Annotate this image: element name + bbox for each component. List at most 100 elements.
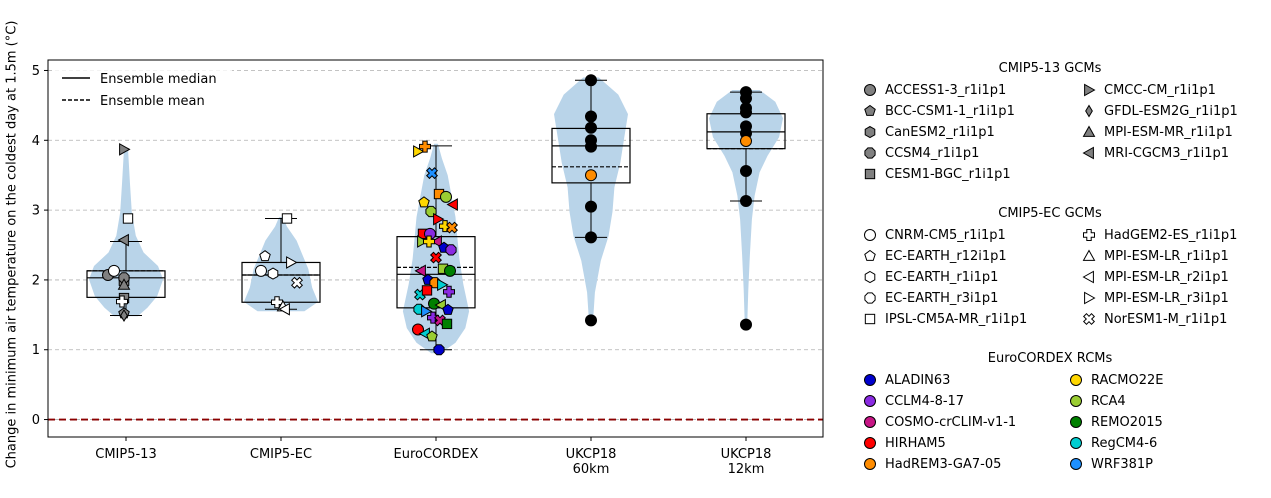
x-marker-icon bbox=[1082, 312, 1096, 326]
data-point bbox=[426, 330, 438, 342]
triangle-left-marker-icon bbox=[1082, 146, 1094, 160]
legend-item-label: MPI-ESM-LR_r1i1p1 bbox=[1104, 248, 1229, 264]
circle-marker-icon bbox=[864, 84, 876, 96]
triangle-right-marker-icon bbox=[1084, 83, 1096, 97]
data-point bbox=[281, 213, 293, 224]
circle-marker-icon bbox=[864, 374, 876, 386]
data-point bbox=[255, 264, 267, 277]
hexagon-marker-icon bbox=[864, 125, 876, 139]
legend-item-label: CCSM4_r1i1p1 bbox=[885, 145, 980, 161]
data-point bbox=[116, 295, 128, 308]
x-tick-label: UKCP18 bbox=[721, 447, 772, 462]
data-point bbox=[445, 221, 459, 234]
data-point bbox=[433, 344, 445, 356]
legend-title-eurocordex: EuroCORDEX RCMs bbox=[987, 351, 1113, 366]
violin-cmip5-13 bbox=[89, 148, 164, 317]
legend-item: HadGEM2-ES_r1i1p1 bbox=[1082, 226, 1237, 244]
legend-item-label: WRF381P bbox=[1091, 456, 1154, 472]
data-point bbox=[585, 169, 597, 182]
data-point bbox=[423, 235, 435, 248]
legend-title-cmip5-13: CMIP5-13 GCMs bbox=[998, 61, 1102, 76]
pentagon-marker-icon bbox=[864, 249, 876, 261]
data-points bbox=[102, 74, 752, 356]
x-tick-label: UKCP18 bbox=[566, 447, 617, 462]
x-tick-label: 60km bbox=[573, 462, 610, 477]
x-tick-label: EuroCORDEX bbox=[394, 447, 479, 462]
data-point bbox=[425, 167, 439, 180]
legend-item-label: MRI-CGCM3_r1i1p1 bbox=[1104, 145, 1230, 161]
legend-item: MPI-ESM-LR_r2i1p1 bbox=[1082, 268, 1229, 286]
triangle-up-marker-icon bbox=[1082, 249, 1096, 261]
data-point bbox=[437, 278, 449, 292]
legend-item: MRI-CGCM3_r1i1p1 bbox=[1082, 144, 1229, 162]
data-point bbox=[267, 267, 279, 280]
legend-item: CNRM-CM5_r1i1p1 bbox=[863, 226, 1006, 244]
legend-item: EC-EARTH_r12i1p1 bbox=[863, 247, 1007, 265]
data-point bbox=[259, 250, 271, 262]
legend-item-label: RACMO22E bbox=[1091, 372, 1164, 388]
legend-item: REMO2015 bbox=[1069, 413, 1163, 431]
data-point bbox=[585, 121, 597, 134]
legend-item-label: ALADIN63 bbox=[885, 372, 951, 388]
data-point bbox=[445, 244, 457, 256]
plus-marker-icon bbox=[1083, 229, 1095, 241]
data-point bbox=[442, 303, 454, 315]
legend-item: MPI-ESM-LR_r3i1p1 bbox=[1082, 289, 1229, 307]
inner-legend-bg bbox=[52, 66, 232, 118]
legend-item-label: REMO2015 bbox=[1091, 414, 1163, 430]
legend-item-label: IPSL-CM5A-MR_r1i1p1 bbox=[885, 311, 1028, 327]
legend-item-label: BCC-CSM1-1_r1i1p1 bbox=[885, 103, 1015, 119]
legend-item-label: NorESM1-M_r1i1p1 bbox=[1104, 311, 1228, 327]
data-point bbox=[413, 145, 425, 158]
data-point bbox=[444, 264, 456, 277]
triangle-right-marker-icon bbox=[1084, 291, 1096, 305]
data-point bbox=[440, 190, 452, 203]
legend-item-label: HadREM3-GA7-05 bbox=[885, 456, 1002, 472]
data-point bbox=[108, 264, 120, 277]
legend-item-label: MPI-ESM-LR_r3i1p1 bbox=[1104, 290, 1229, 306]
legend-item-label: RCA4 bbox=[1091, 393, 1126, 409]
legend-item-label: EC-EARTH_r12i1p1 bbox=[885, 248, 1007, 264]
data-point bbox=[441, 318, 453, 330]
data-point bbox=[430, 235, 442, 248]
circle-marker-icon bbox=[864, 395, 876, 407]
legend-item: NorESM1-M_r1i1p1 bbox=[1082, 310, 1227, 328]
octagon-marker-icon bbox=[864, 147, 876, 159]
x-tick-label: 12km bbox=[728, 462, 765, 477]
legend-item: EC-EARTH_r3i1p1 bbox=[863, 289, 998, 307]
circle-marker-icon bbox=[1070, 395, 1082, 407]
y-tick-label: 0 bbox=[32, 413, 40, 428]
data-point bbox=[585, 74, 597, 87]
y-tick-label: 3 bbox=[32, 204, 40, 219]
circle-marker-icon bbox=[1070, 416, 1082, 428]
data-point bbox=[446, 198, 458, 211]
legend-item: EC-EARTH_r1i1p1 bbox=[863, 268, 998, 286]
data-point bbox=[117, 233, 129, 247]
data-point bbox=[443, 285, 455, 298]
data-point bbox=[585, 110, 597, 123]
legend-item: CCLM4-8-17 bbox=[863, 392, 964, 410]
violin-eurocordex bbox=[402, 143, 470, 354]
legend-item: CCSM4_r1i1p1 bbox=[863, 144, 979, 162]
legend-item-label: GFDL-ESM2G_r1i1p1 bbox=[1104, 103, 1238, 119]
legend-item: ACCESS1-3_r1i1p1 bbox=[863, 81, 1006, 99]
triangle-up-marker-icon bbox=[1082, 125, 1096, 137]
pentagon-marker-icon bbox=[864, 104, 876, 116]
legend-item-label: MPI-ESM-MR_r1i1p1 bbox=[1104, 124, 1233, 140]
data-point bbox=[585, 140, 597, 153]
legend-item: RegCM4-6 bbox=[1069, 434, 1157, 452]
circle-marker-icon bbox=[1070, 437, 1082, 449]
data-point bbox=[433, 212, 445, 226]
circle-marker-icon bbox=[1070, 458, 1082, 470]
data-point bbox=[429, 251, 443, 264]
circle-marker-icon bbox=[864, 437, 876, 449]
data-point bbox=[414, 264, 426, 278]
y-axis-label: Change in minimum air temperature on the… bbox=[4, 20, 20, 469]
legend-item-label: ACCESS1-3_r1i1p1 bbox=[885, 82, 1007, 98]
data-point bbox=[740, 195, 752, 208]
legend-item: HIRHAM5 bbox=[863, 434, 946, 452]
data-point bbox=[585, 231, 597, 244]
data-point bbox=[418, 196, 430, 208]
square-marker-icon bbox=[864, 313, 876, 325]
data-point bbox=[740, 106, 752, 119]
